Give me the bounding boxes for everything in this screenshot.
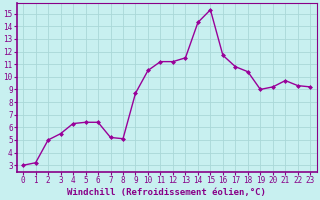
X-axis label: Windchill (Refroidissement éolien,°C): Windchill (Refroidissement éolien,°C)	[67, 188, 266, 197]
